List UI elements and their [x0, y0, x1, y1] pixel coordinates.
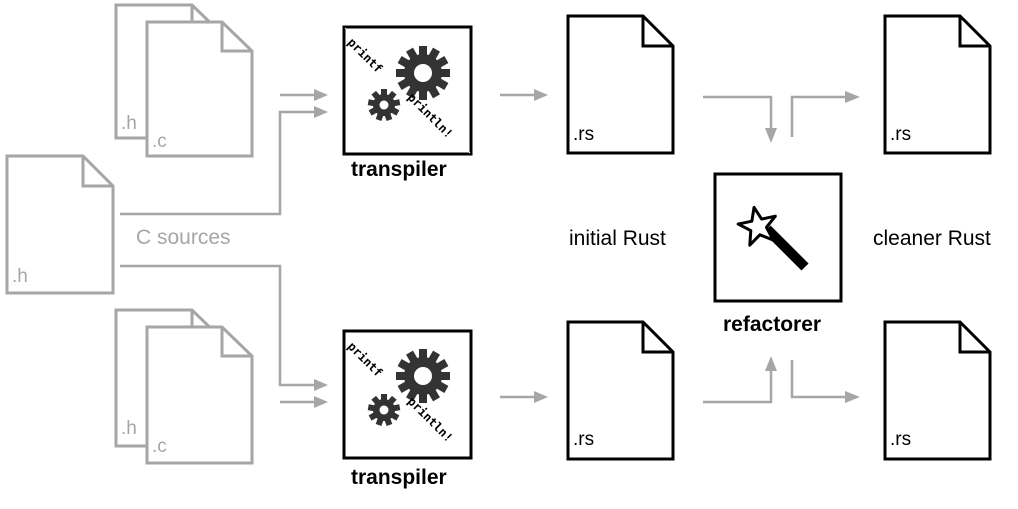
file-extension-label: .rs: [890, 429, 912, 450]
c-sources-top-group: [114, 3, 254, 158]
arrowhead: [314, 106, 328, 118]
file-extension-label: .h: [121, 418, 137, 439]
arrowhead: [314, 379, 328, 391]
transpile-arrows: [500, 89, 548, 403]
file-extension-label: .h: [121, 113, 137, 134]
transpiler-bottom: printf println!: [342, 329, 473, 460]
arrowhead: [314, 89, 328, 101]
file-extension-label: .rs: [573, 124, 595, 145]
file-icon: [5, 154, 115, 295]
arrowhead: [765, 128, 777, 143]
refactor-arrowheads: [765, 91, 860, 403]
arrowheads: [314, 89, 328, 408]
file-icon: [145, 325, 254, 465]
refactorer-label: refactorer: [723, 313, 822, 336]
connector-line: [120, 110, 318, 216]
file-icon: [883, 320, 992, 461]
file-extension-label: .c: [152, 436, 167, 457]
file-extension-label: .rs: [890, 124, 912, 145]
file-icon: [566, 320, 675, 461]
file-icon: [566, 14, 675, 155]
initial-rust-label: initial Rust: [569, 227, 666, 250]
file-extension-label: .c: [152, 131, 167, 152]
file-icon: [145, 20, 254, 158]
magic-wand-icon: [736, 205, 809, 271]
connector-line: [120, 264, 318, 387]
c-sources-label: C sources: [136, 226, 231, 249]
transpiler-top: printf println!: [342, 25, 473, 156]
arrowhead: [845, 91, 860, 103]
arrowhead: [765, 356, 777, 371]
arrowhead: [845, 391, 860, 403]
file-extension-label: .rs: [573, 429, 595, 450]
arrowhead: [314, 396, 328, 408]
c-sources-bottom-group: [114, 308, 254, 465]
arrowhead: [534, 89, 548, 101]
transpiler-label: transpiler: [351, 466, 447, 489]
source-connectors: [120, 93, 318, 404]
transpiler-label: transpiler: [351, 158, 447, 181]
file-extension-label: .h: [12, 266, 28, 287]
refactor-arrows: [703, 95, 845, 404]
refactorer-box: [713, 172, 843, 303]
cleaner-rust-label: cleaner Rust: [873, 227, 991, 250]
file-icon: [883, 14, 992, 155]
arrowhead: [534, 391, 548, 403]
